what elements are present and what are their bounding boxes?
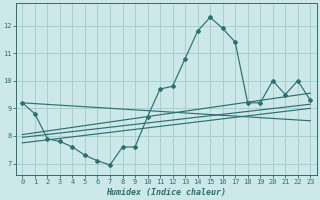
X-axis label: Humidex (Indice chaleur): Humidex (Indice chaleur) xyxy=(106,188,226,197)
